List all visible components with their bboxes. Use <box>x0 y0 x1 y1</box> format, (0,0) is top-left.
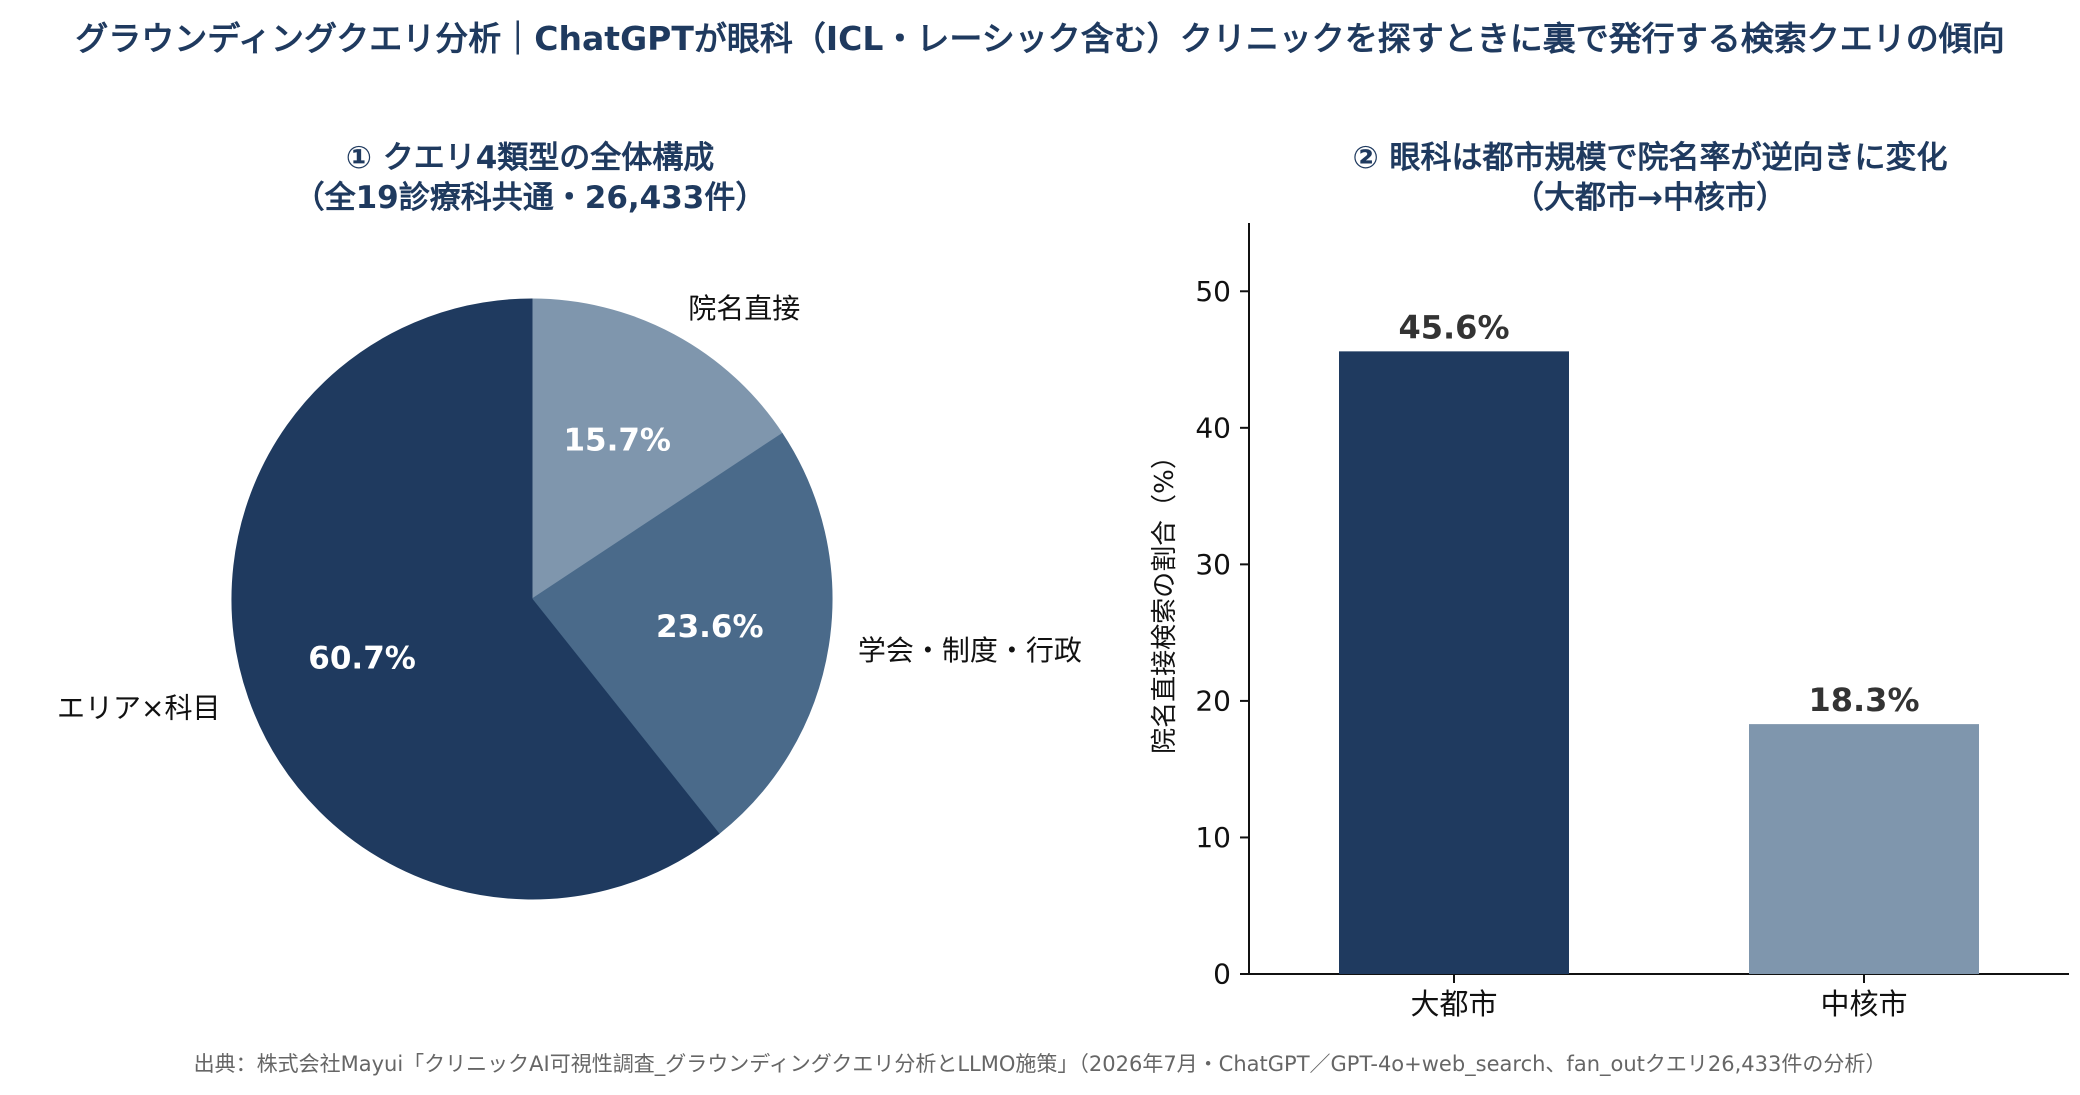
pie-slice-value-label-2: 23.6% <box>656 609 764 645</box>
pie-slice-1 <box>531 298 783 600</box>
bar-2 <box>1749 724 1979 974</box>
pie-slice-name-label-1: 院名直接 <box>688 292 800 325</box>
y-axis-label: 院名直接検索の割合（%） <box>1150 443 1180 754</box>
pie-slice-2 <box>531 432 833 835</box>
y-tick-label-30: 30 <box>1195 548 1231 581</box>
source-note: 出典：株式会社Mayui「クリニックAI可視性調査_グラウンディングクエリ分析と… <box>193 1052 1887 1076</box>
pie-slice-3 <box>231 298 720 900</box>
main-title: グラウンディングクエリ分析｜ChatGPTが眼科（ICL・レーシック含む）クリニ… <box>75 19 2005 58</box>
y-tick-label-50: 50 <box>1195 275 1231 308</box>
bar-chart: 0 10 20 30 40 50 院名直接検索の割合（%） 45.6% 大都市 18.3% 中核市 <box>1150 223 2069 1021</box>
y-tick-label-0: 0 <box>1213 958 1231 991</box>
bar-value-label-1: 45.6% <box>1398 308 1509 346</box>
bar-title-line2: （大都市→中核市） <box>1513 180 1787 216</box>
bar-title-line1: ② 眼科は都市規模で院名率が逆向きに変化 <box>1352 140 1948 176</box>
bar-chart-title: ② 眼科は都市規模で院名率が逆向きに変化 （大都市→中核市） <box>1230 138 2070 218</box>
y-tick-label-20: 20 <box>1195 684 1231 717</box>
pie-slice-value-label-1: 15.7% <box>563 422 671 458</box>
y-tick-label-40: 40 <box>1195 411 1231 444</box>
pie-chart-title: ① クエリ4類型の全体構成 （全19診療科共通・26,433件） <box>180 138 880 218</box>
pie-title-line2: （全19診療科共通・26,433件） <box>293 180 767 216</box>
pie-slice-name-label-3: エリア×科目 <box>57 691 220 724</box>
bar-value-label-2: 18.3% <box>1808 681 1919 719</box>
pie-title-line1: ① クエリ4類型の全体構成 <box>345 140 715 176</box>
pie-slice-name-label-2: 学会・制度・行政 <box>858 634 1082 667</box>
pie-chart: 15.7% 院名直接 23.6% 学会・制度・行政 60.7% エリア×科目 <box>57 292 1082 900</box>
y-tick-label-10: 10 <box>1195 821 1231 854</box>
bar-1 <box>1339 351 1569 974</box>
pie-slice-value-label-3: 60.7% <box>308 640 416 676</box>
x-tick-label-1: 大都市 <box>1410 987 1497 1021</box>
x-tick-label-2: 中核市 <box>1820 987 1907 1021</box>
